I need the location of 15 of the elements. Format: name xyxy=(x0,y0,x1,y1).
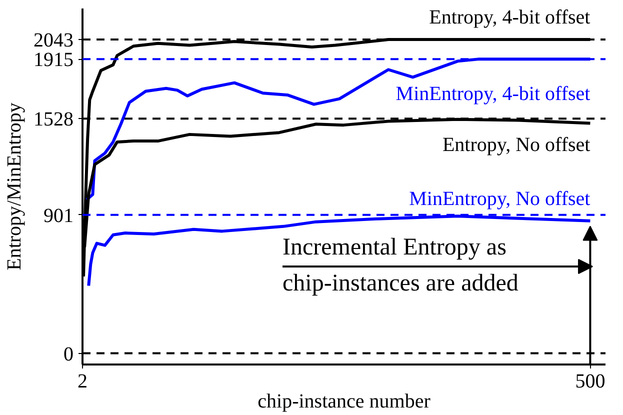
series-label: Entropy, No offset xyxy=(442,134,591,156)
x-tick-label: 2 xyxy=(78,370,88,392)
series-label: Entropy, 4-bit offset xyxy=(429,6,591,29)
x-axis-title: chip-instance number xyxy=(258,390,431,412)
y-tick-label: 1528 xyxy=(34,108,74,131)
series-label: MinEntropy, 4-bit offset xyxy=(396,83,591,106)
annotation: Incremental Entropy as xyxy=(282,234,506,260)
y-tick-label: 0 xyxy=(64,343,74,366)
annotation: chip-instances are added xyxy=(282,270,518,296)
y-axis-title: Entropy/MinEntropy xyxy=(4,102,26,270)
x-tick-label: 500 xyxy=(575,370,606,392)
y-tick-label: 2043 xyxy=(34,30,74,52)
y-tick-label: 1915 xyxy=(34,49,74,72)
y-tick-label: 901 xyxy=(44,204,74,227)
series-label: MinEntropy, No offset xyxy=(409,188,591,210)
